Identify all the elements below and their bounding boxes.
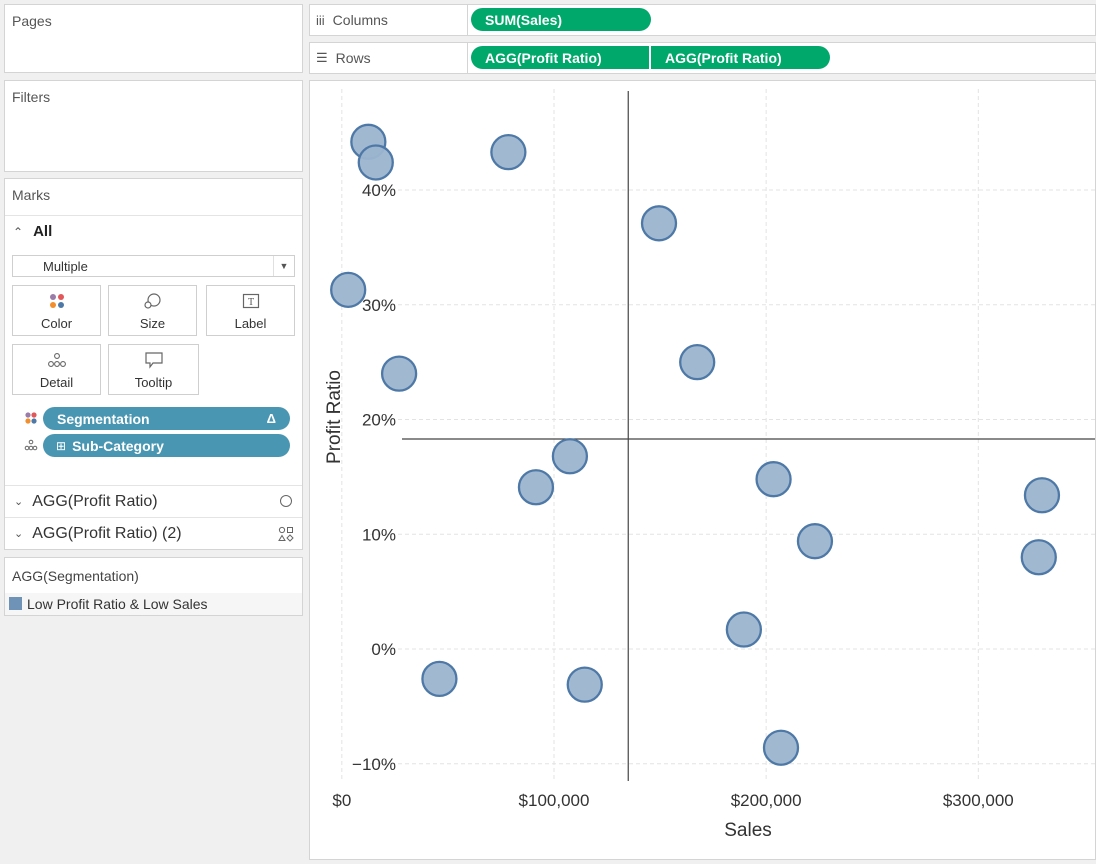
color-legend-card: AGG(Segmentation) Low Profit Ratio & Low… — [4, 557, 303, 616]
color-button[interactable]: Color — [12, 285, 101, 336]
svg-text:T: T — [247, 297, 253, 308]
legend-title: AGG(Segmentation) — [12, 568, 139, 584]
detail-button-label: Detail — [39, 375, 74, 390]
size-icon — [109, 292, 196, 316]
chevron-down-icon: ⌄ — [14, 496, 24, 508]
profit-ratio-pill-2-label: AGG(Profit Ratio) — [665, 49, 782, 66]
segmentation-pill-label: Segmentation — [57, 410, 150, 427]
size-button[interactable]: Size — [108, 285, 197, 336]
scatter-point[interactable] — [755, 461, 792, 498]
scatter-point[interactable] — [640, 205, 678, 242]
layer-profit-ratio-2-label: AGG(Profit Ratio) (2) — [32, 524, 182, 542]
rows-shelf[interactable]: ☰ Rows AGG(Profit Ratio) AGG(Profit Rati… — [309, 42, 1096, 74]
y-axis-ticks: −10% 0% 10% 20% 30% 40% — [352, 181, 396, 774]
x-tick-label: $100,000 — [519, 791, 590, 810]
legend-item[interactable]: Low Profit Ratio & Low Sales — [5, 593, 302, 615]
legend-item-label: Low Profit Ratio & Low Sales — [27, 596, 208, 612]
scatter-point[interactable] — [330, 271, 367, 309]
y-tick-label: 30% — [362, 296, 396, 315]
sub-category-pill[interactable]: ⊞ Sub-Category — [43, 434, 290, 457]
expand-plus-icon: ⊞ — [56, 438, 67, 453]
color-dots-icon — [24, 411, 38, 430]
scatter-point[interactable] — [1020, 539, 1057, 576]
sub-category-pill-label: Sub-Category — [72, 437, 164, 454]
tooltip-button-label: Tooltip — [134, 375, 173, 390]
mark-type-value: Multiple — [43, 259, 88, 274]
scatter-point[interactable] — [357, 144, 394, 181]
sum-sales-pill[interactable]: SUM(Sales) — [471, 8, 651, 31]
scatter-chart[interactable]: −10% 0% 10% 20% 30% 40% $0 $100,000 $200,000 $30… — [310, 81, 1095, 859]
columns-shelf-label-box: iii Columns — [310, 5, 468, 35]
scatter-point[interactable] — [725, 611, 763, 648]
color-button-label: Color — [40, 316, 73, 331]
y-tick-label: 0% — [371, 640, 396, 659]
scatter-point[interactable] — [490, 133, 527, 171]
scatter-point[interactable] — [762, 729, 800, 766]
scatter-point[interactable] — [1023, 477, 1061, 514]
y-tick-label: 10% — [362, 525, 396, 544]
detail-dots-icon — [24, 438, 38, 457]
columns-shelf[interactable]: iii Columns SUM(Sales) — [309, 4, 1096, 36]
chevron-up-icon: ⌃ — [13, 224, 24, 239]
data-points[interactable] — [330, 123, 1061, 766]
x-tick-label: $200,000 — [731, 791, 802, 810]
profit-ratio-pill-1-label: AGG(Profit Ratio) — [485, 49, 602, 66]
scatter-point[interactable] — [380, 355, 418, 392]
scatter-point[interactable] — [566, 666, 603, 703]
pages-title: Pages — [12, 13, 52, 29]
filters-card[interactable]: Filters — [4, 80, 303, 172]
label-button[interactable]: T Label — [206, 285, 295, 336]
x-axis-ticks: $0 $100,000 $200,000 $300,000 — [332, 791, 1013, 810]
y-tick-label: 20% — [362, 411, 396, 430]
segmentation-pill[interactable]: Segmentation Δ — [43, 407, 290, 430]
rows-label: Rows — [335, 50, 371, 66]
y-axis-title: Profit Ratio — [324, 370, 345, 464]
profit-ratio-pill-1[interactable]: AGG(Profit Ratio) — [471, 46, 649, 69]
legend-swatch — [9, 597, 22, 610]
size-button-label: Size — [139, 316, 166, 331]
layer-profit-ratio[interactable]: ⌄ AGG(Profit Ratio) — [5, 485, 302, 517]
all-layer-label: All — [33, 223, 53, 240]
x-tick-label: $0 — [332, 791, 351, 810]
layer-profit-ratio-label: AGG(Profit Ratio) — [32, 492, 158, 510]
viz-view[interactable]: −10% 0% 10% 20% 30% 40% $0 $100,000 $200,000 $30… — [309, 80, 1096, 860]
label-button-label: Label — [234, 316, 267, 331]
filters-title: Filters — [12, 89, 51, 105]
rows-icon: ☰ — [316, 50, 328, 65]
detail-button[interactable]: Detail — [12, 344, 101, 395]
columns-icon: iii — [316, 12, 325, 28]
scatter-point[interactable] — [679, 343, 716, 381]
x-tick-label: $300,000 — [943, 791, 1014, 810]
text-label-icon: T — [207, 292, 294, 316]
y-tick-label: −10% — [352, 755, 396, 774]
chevron-down-icon: ⌄ — [14, 528, 24, 540]
delta-icon: Δ — [266, 411, 276, 426]
layer-profit-ratio-2[interactable]: ⌄ AGG(Profit Ratio) (2) — [5, 517, 302, 549]
circle-mark-icon — [280, 495, 292, 507]
shapes-mark-icon — [278, 526, 294, 547]
scatter-point[interactable] — [421, 660, 458, 698]
scatter-point[interactable] — [517, 469, 555, 506]
columns-label: Columns — [332, 12, 388, 28]
marks-all-layer[interactable]: ⌃ All — [5, 215, 302, 247]
mark-type-dropdown[interactable]: Multiple ▼ — [12, 255, 295, 277]
detail-dots-icon — [13, 351, 100, 375]
pages-card[interactable]: Pages — [4, 4, 303, 73]
grid-lines — [341, 89, 1095, 781]
dropdown-arrow-icon: ▼ — [273, 256, 294, 276]
rows-shelf-label-box: ☰ Rows — [310, 43, 468, 73]
tooltip-bubble-icon — [109, 351, 198, 375]
reference-lines — [402, 91, 1095, 781]
marks-card: Marks ⌃ All Multiple ▼ Color Size T Labe… — [4, 178, 303, 550]
scatter-point[interactable] — [551, 438, 589, 475]
sum-sales-pill-label: SUM(Sales) — [485, 11, 563, 28]
x-axis-title: Sales — [724, 820, 772, 841]
scatter-point[interactable] — [796, 523, 834, 560]
color-palette-icon — [13, 292, 100, 316]
profit-ratio-pill-2[interactable]: AGG(Profit Ratio) — [651, 46, 830, 69]
y-tick-label: 40% — [362, 181, 396, 200]
tooltip-button[interactable]: Tooltip — [108, 344, 199, 395]
marks-title: Marks — [12, 187, 51, 203]
